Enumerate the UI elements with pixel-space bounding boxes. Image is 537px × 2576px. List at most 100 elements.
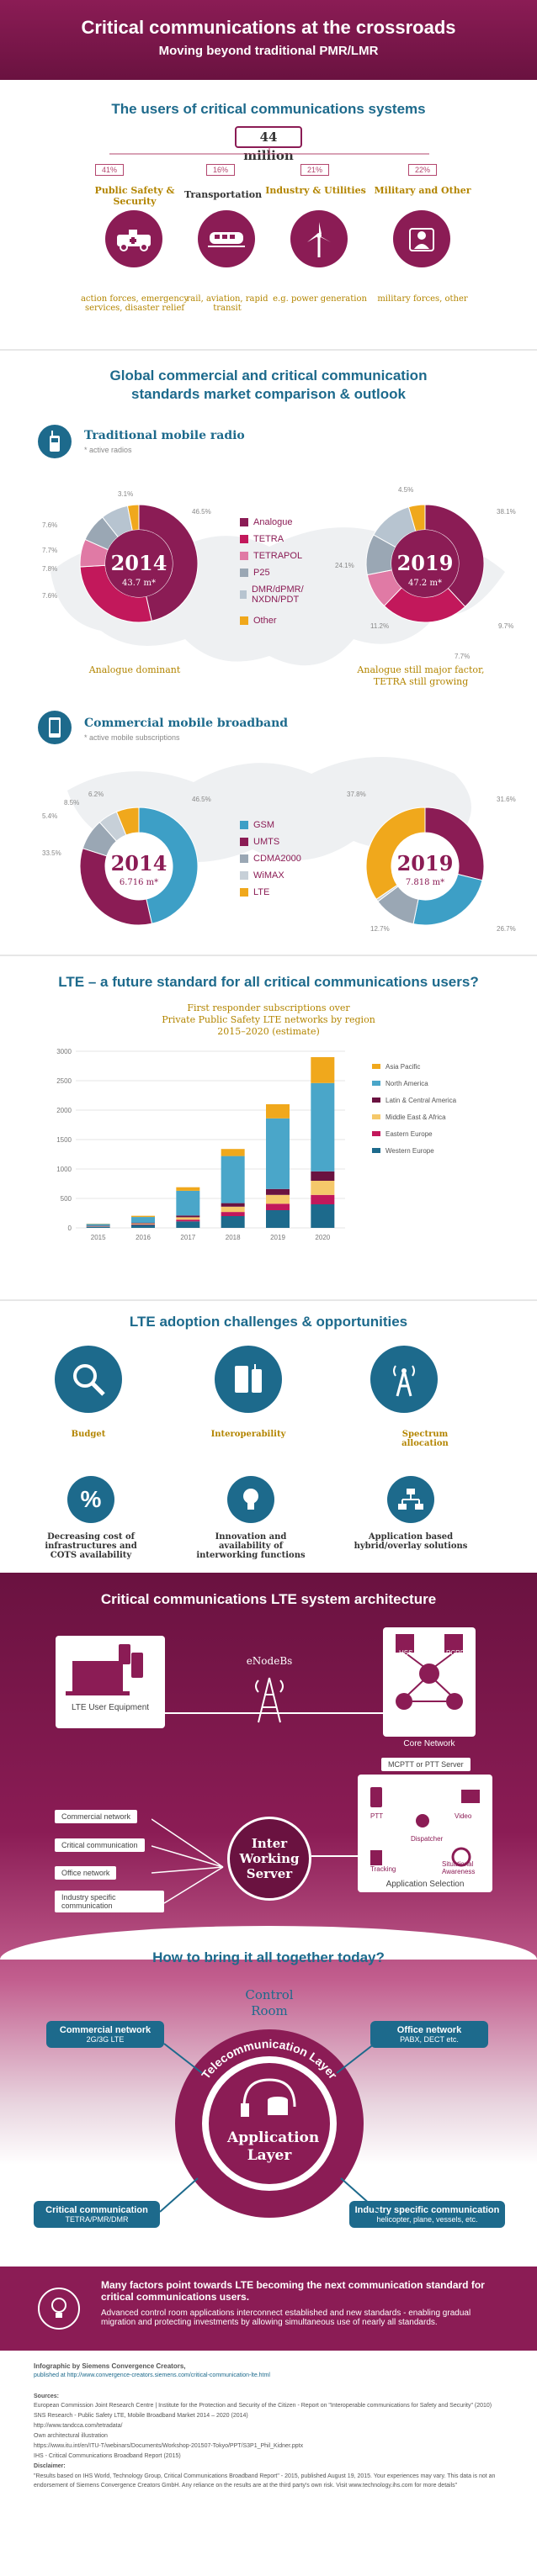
footer-head: Many factors point towards LTE becoming … bbox=[101, 2279, 485, 2303]
app-layer-1: Application bbox=[227, 2129, 320, 2146]
broadband-2014-value: 6.716 m* bbox=[119, 878, 159, 887]
desc-public-safety: action forces, emergency services, disas… bbox=[80, 294, 189, 313]
iws-circle: Inter Working Server bbox=[227, 1817, 311, 1901]
broadband-2019-value: 7.818 m* bbox=[405, 878, 445, 887]
legend-p25: P25 bbox=[240, 568, 270, 578]
bring-commercial: Commercial network 2G/3G LTE bbox=[46, 2021, 164, 2048]
bar-segment bbox=[221, 1149, 245, 1156]
train-icon bbox=[198, 210, 255, 267]
legend-label: Western Europe bbox=[385, 1147, 434, 1155]
label-industry: Industry & Utilities bbox=[265, 185, 366, 196]
x-tick-label: 2016 bbox=[136, 1234, 151, 1241]
r14-lbl-c: 7.8% bbox=[42, 565, 58, 573]
telecom-ring: Telecommunication Layer bbox=[175, 2029, 364, 2218]
page-title: Critical communications at the crossroad… bbox=[81, 17, 456, 38]
bar-segment bbox=[86, 1224, 110, 1226]
bar-segment bbox=[221, 1206, 245, 1213]
chart-title-2: Private Public Safety LTE networks by re… bbox=[162, 1014, 375, 1025]
legend-swatch bbox=[372, 1064, 380, 1069]
page-subtitle: Moving beyond traditional PMR/LMR bbox=[158, 44, 379, 58]
network-icon bbox=[387, 1476, 434, 1523]
pct-transportation: 16% bbox=[206, 164, 235, 176]
radio-2019-caption-1: Analogue still major factor, bbox=[357, 664, 485, 675]
bar-segment bbox=[131, 1223, 155, 1225]
ue-label: LTE User Equipment bbox=[71, 1703, 150, 1712]
app-ptt: PTT bbox=[370, 1812, 384, 1820]
antenna-icon bbox=[370, 1346, 438, 1413]
app-dispatcher: Dispatcher bbox=[411, 1835, 444, 1843]
ref-line: SNS Research - Public Safety LTE, Mobile… bbox=[34, 2413, 248, 2419]
r14-lbl-analogue: 46.5% bbox=[192, 508, 211, 516]
bar-segment bbox=[311, 1171, 335, 1181]
b14-lbl-a: 6.2% bbox=[88, 791, 104, 798]
y-tick-label: 2500 bbox=[56, 1077, 72, 1085]
legend-label: Latin & Central America bbox=[385, 1097, 457, 1104]
b14-lbl-d: 5.4% bbox=[42, 812, 58, 820]
challenge-spectrum: Spectrum allocation bbox=[401, 1430, 449, 1448]
app-icons bbox=[370, 1787, 480, 1867]
donut-broadband-2019 bbox=[365, 807, 485, 926]
core-pgw: P-GW bbox=[446, 1716, 465, 1723]
radio-2019-hole bbox=[391, 530, 459, 597]
core-pcrf: PCRF bbox=[446, 1649, 465, 1657]
b14-lbl-b: 46.5% bbox=[192, 796, 211, 803]
footer-body: Advanced control room applications inter… bbox=[101, 2309, 471, 2327]
x-tick-label: 2018 bbox=[226, 1234, 241, 1241]
broadband-note: * active mobile subscriptions bbox=[84, 733, 180, 742]
net-office: Office network bbox=[55, 1866, 117, 1880]
r19-lbl-f: 9.7% bbox=[498, 622, 514, 630]
y-tick-label: 3000 bbox=[56, 1048, 72, 1055]
radio-2014-year: 2014 bbox=[110, 551, 167, 575]
legend-swatch bbox=[372, 1098, 380, 1103]
market-title-1: Global commercial and critical communica… bbox=[109, 368, 428, 383]
legend-label: North America bbox=[385, 1080, 428, 1087]
r14-lbl-d: 7.6% bbox=[42, 592, 58, 600]
r14-lbl-other: 3.1% bbox=[118, 490, 134, 498]
market-title-2: standards market comparison & outlook bbox=[131, 386, 406, 402]
bar-segment bbox=[176, 1219, 200, 1222]
lte-title: LTE – a future standard for all critical… bbox=[58, 974, 479, 990]
bring-office: Office network PABX, DECT etc. bbox=[370, 2021, 488, 2048]
pct-military: 22% bbox=[408, 164, 437, 176]
app-selection-label: Application Selection bbox=[385, 1880, 465, 1889]
r19-lbl-d: 11.2% bbox=[370, 622, 390, 630]
bar-segment bbox=[221, 1156, 245, 1203]
desc-military: military forces, other bbox=[377, 294, 468, 304]
bar-segment bbox=[131, 1225, 155, 1228]
ref-pub[interactable]: published at http://www.convergence-crea… bbox=[34, 2372, 270, 2378]
bar-segment bbox=[311, 1204, 335, 1228]
r14-lbl-a: 7.6% bbox=[42, 521, 58, 529]
x-tick-label: 2015 bbox=[91, 1234, 106, 1241]
pct-industry: 21% bbox=[300, 164, 329, 176]
r19-lbl-b: 38.1% bbox=[497, 508, 516, 516]
b14-lbl-e: 33.5% bbox=[42, 849, 61, 857]
y-tick-label: 500 bbox=[61, 1195, 72, 1203]
b19-lbl-c: 12.7% bbox=[370, 925, 390, 933]
app-tracking: Tracking bbox=[370, 1865, 396, 1873]
broadband-title: Commercial mobile broadband bbox=[84, 717, 289, 730]
y-tick-label: 1500 bbox=[56, 1136, 72, 1144]
network-links bbox=[152, 1818, 224, 1904]
bar-segment bbox=[311, 1057, 335, 1083]
ue-box bbox=[56, 1636, 165, 1728]
bar-segment bbox=[131, 1217, 155, 1224]
iws-line1: Inter bbox=[251, 1836, 288, 1851]
bring-title: How to bring it all together today? bbox=[152, 1949, 385, 1965]
legend-lte: LTE bbox=[240, 887, 269, 897]
legend-swatch bbox=[372, 1131, 380, 1136]
bar-segment bbox=[266, 1188, 290, 1195]
legend-label: Asia Pacific bbox=[385, 1063, 420, 1071]
bar-segment bbox=[221, 1212, 245, 1216]
legend-umts: UMTS bbox=[240, 837, 279, 847]
core-label: Core Network bbox=[403, 1739, 455, 1748]
ref-line: IHS - Critical Communications Broadband … bbox=[34, 2453, 181, 2459]
wind-turbine-icon bbox=[290, 210, 348, 267]
users-connector bbox=[109, 147, 429, 155]
r14-lbl-b: 7.7% bbox=[42, 547, 58, 554]
broadband-2019-year: 2019 bbox=[396, 851, 454, 875]
legend-analogue: Analogue bbox=[240, 517, 293, 527]
ref-line: https://www.itu.int/en/ITU-T/webinars/Do… bbox=[34, 2443, 304, 2449]
lte-bar-chart: 0 500 1000 1500 2000 2500 3000 2015 2016 2017 2018… bbox=[56, 1048, 457, 1241]
label-military: Military and Other bbox=[374, 185, 471, 196]
divider-1 bbox=[0, 349, 537, 351]
